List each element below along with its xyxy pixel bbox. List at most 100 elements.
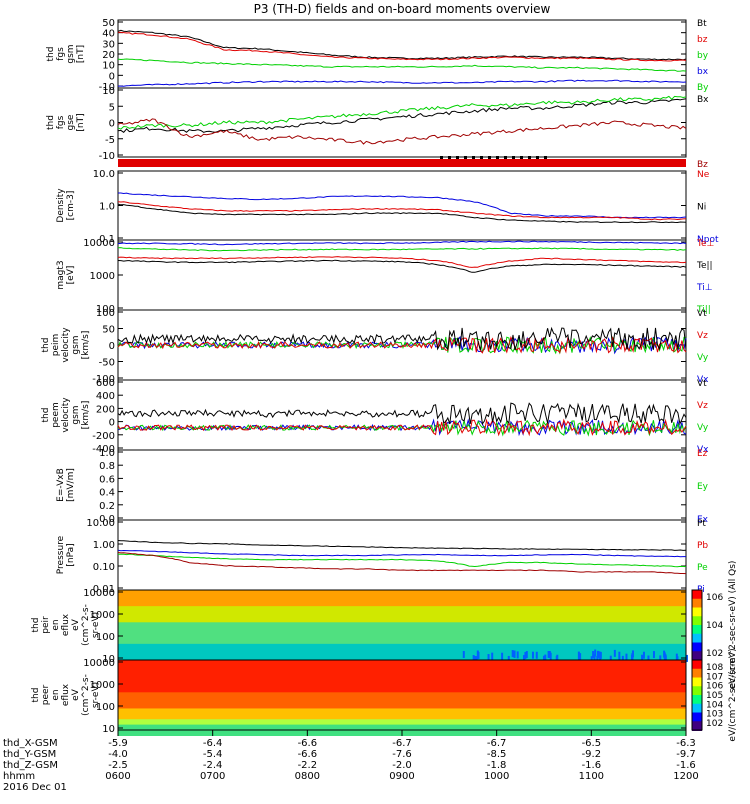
x-axis-value: -2.0 xyxy=(392,760,412,771)
x-axis-value: -6.4 xyxy=(203,738,223,749)
series-line xyxy=(117,540,687,551)
y-tick-label: 10 xyxy=(102,654,115,665)
y-tick-label: 10000 xyxy=(83,658,115,669)
spectrogram-speck xyxy=(487,654,490,662)
spectrogram-speck xyxy=(577,651,580,659)
y-tick-label: 40 xyxy=(102,29,115,40)
legend-label: Pt xyxy=(697,519,706,529)
legend-label: Ti|| xyxy=(696,305,711,315)
colorbar-segment xyxy=(692,686,702,696)
spectrogram-band xyxy=(118,681,686,688)
colorbar-segment xyxy=(692,668,702,679)
y-axis-label: [nT] xyxy=(76,45,86,63)
spectrogram-speck xyxy=(663,652,666,660)
colorbar-tick-label: 102 xyxy=(706,719,723,729)
spectrogram-speck xyxy=(593,654,596,662)
spectrogram-speck xyxy=(621,655,624,663)
legend-label: Vx xyxy=(697,375,709,385)
y-axis-label: [km/s] xyxy=(81,331,91,360)
spectrogram-speck xyxy=(596,650,599,658)
spectrogram-speck xyxy=(594,649,597,657)
panel-frame xyxy=(117,19,687,89)
spectrogram-speck xyxy=(535,651,538,659)
spectrogram-speck xyxy=(477,651,480,659)
y-axis-label: (cm^2-s- xyxy=(81,604,91,646)
legend-label: Bt xyxy=(697,19,707,29)
colorbar-segment xyxy=(692,703,702,714)
spectrogram-band xyxy=(118,627,686,634)
y-axis-label: velocity xyxy=(61,327,71,363)
spectrogram-band xyxy=(118,697,686,704)
spectrogram-speck xyxy=(641,654,644,662)
y-tick-label: 10.00 xyxy=(86,518,115,529)
y-axis-label: peer xyxy=(41,684,51,705)
spectrogram-band xyxy=(118,590,686,596)
legend-label: Bx xyxy=(697,95,709,105)
legend-label: Ne xyxy=(697,170,710,180)
y-axis-label: Pressure xyxy=(56,535,66,574)
colorbar-label: eV/(cm^2-sec-sr-eV) xyxy=(728,648,738,741)
spectrogram-band xyxy=(118,676,686,683)
series-line xyxy=(117,402,687,426)
panel-frame xyxy=(117,239,687,311)
y-tick-label: 20 xyxy=(102,50,115,61)
spectrogram-speck xyxy=(652,651,655,659)
spectrogram-speck xyxy=(596,655,599,663)
y-axis-label: [nT] xyxy=(76,113,86,131)
legend-label: Pe xyxy=(697,563,708,573)
y-tick-label: 0.0 xyxy=(99,514,115,525)
spectrogram-speck xyxy=(685,654,688,662)
spectrogram-speck xyxy=(531,651,534,659)
spectrogram-speck xyxy=(647,655,650,663)
x-axis-row-label: hhmm xyxy=(3,771,35,782)
x-axis-value: -2.2 xyxy=(298,760,318,771)
legend-label: by xyxy=(697,51,709,61)
x-axis-value: -2.5 xyxy=(108,760,128,771)
spectrogram-speck xyxy=(613,649,616,657)
legend-label: Vt xyxy=(697,379,707,389)
y-axis-label: thd xyxy=(31,688,41,703)
colorbar-tick-label: 108 xyxy=(706,663,723,673)
series-line xyxy=(117,549,686,558)
spectrogram-band xyxy=(118,703,686,710)
y-axis-label: gse xyxy=(66,114,76,130)
legend-label: By xyxy=(697,83,709,93)
series-line xyxy=(117,118,687,145)
spectrogram-speck xyxy=(578,655,581,663)
y-tick-label: 100 xyxy=(96,304,115,315)
legend-label: Ti⊥ xyxy=(696,283,713,293)
legend-label: Vx xyxy=(697,445,709,455)
y-tick-label: 0.01 xyxy=(93,584,115,595)
colorbar-tick-label: 106 xyxy=(706,682,723,692)
colorbar-segment xyxy=(692,721,702,731)
panel-efield: 1.0 0.8 0.6 0.4 0.2 0.0 E=-VxB [mV/m] Ez Ey Ex xyxy=(56,448,709,525)
colorbar-segment xyxy=(692,651,702,661)
y-tick-label: 1.0 xyxy=(99,202,115,213)
series-line xyxy=(117,98,687,133)
series-line xyxy=(117,58,687,72)
legend-label: bz xyxy=(697,35,708,45)
y-tick-label: 50 xyxy=(102,325,115,336)
y-tick-label: 5 xyxy=(109,102,115,113)
y-axis-label: [mV/m] xyxy=(66,468,76,502)
x-axis-row-label: thd_X-GSM xyxy=(3,738,58,749)
x-axis-value: -9.7 xyxy=(676,749,696,760)
spectrogram-speck xyxy=(599,653,602,661)
colorbar-segment xyxy=(692,625,702,635)
x-axis-value: -6.6 xyxy=(298,749,318,760)
spectrogram-speck xyxy=(542,655,545,663)
y-axis-label: Density xyxy=(56,188,66,223)
y-tick-label: 1.0 xyxy=(99,448,115,459)
colorbar-tick-label: 103 xyxy=(706,710,723,720)
colorbar-segment xyxy=(692,616,702,626)
y-axis-label: gsm xyxy=(71,405,81,424)
y-axis-label: thd xyxy=(46,47,56,62)
y-tick-label: 1000 xyxy=(90,610,115,621)
y-axis-label: eV xyxy=(71,618,81,631)
colorbar-tick-label: 107 xyxy=(706,672,723,682)
colorbar-tick-label: 105 xyxy=(706,691,723,701)
y-tick-label: 10.0 xyxy=(93,169,115,180)
y-tick-label: -50 xyxy=(99,358,115,369)
legend-label: bx xyxy=(697,67,709,77)
spectrogram-band xyxy=(118,708,686,715)
